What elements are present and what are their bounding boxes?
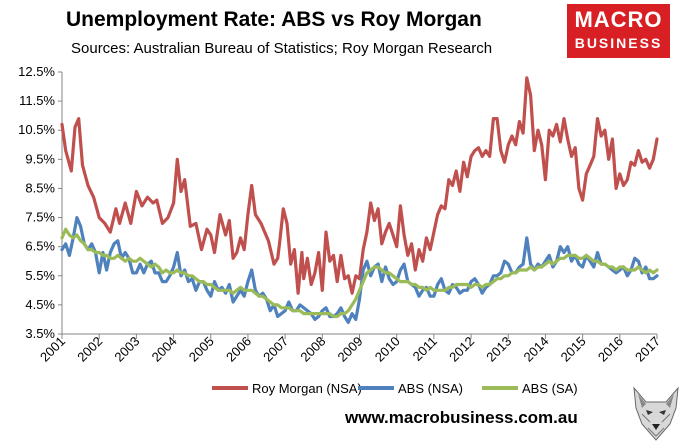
x-tick-label: 2007 xyxy=(260,334,291,365)
chart-subtitle: Sources: Australian Bureau of Statistics… xyxy=(71,40,493,57)
y-tick-label: 3.5% xyxy=(25,326,55,341)
x-tick-label: 2005 xyxy=(186,334,217,365)
legend-label: ABS (NSA) xyxy=(398,381,463,396)
x-tick-label: 2012 xyxy=(446,334,477,365)
wolf-logo-icon xyxy=(633,386,679,441)
x-tick-label: 2015 xyxy=(558,334,589,365)
legend-label: ABS (SA) xyxy=(522,381,578,396)
macrobusiness-logo: MACRO BUSINESS xyxy=(567,4,670,58)
x-tick-label: 2014 xyxy=(521,334,552,365)
chart-title: Unemployment Rate: ABS vs Roy Morgan xyxy=(66,8,482,31)
x-tick-label: 2017 xyxy=(632,334,663,365)
x-tick-label: 2009 xyxy=(335,334,366,365)
y-tick-label: 9.5% xyxy=(25,151,55,166)
x-tick-label: 2008 xyxy=(297,334,328,365)
series-line-abs-nsa xyxy=(60,216,659,324)
y-tick-label: 5.5% xyxy=(25,268,55,283)
website-url: www.macrobusiness.com.au xyxy=(345,408,578,427)
x-tick-label: 2013 xyxy=(483,334,514,365)
legend-label: Roy Morgan (NSA) xyxy=(252,381,362,396)
y-tick-label: 11.5% xyxy=(19,93,55,108)
x-tick-label: 2016 xyxy=(595,334,626,365)
x-tick-label: 2004 xyxy=(149,334,180,365)
y-tick-label: 4.5% xyxy=(25,297,55,312)
logo-line-1: MACRO xyxy=(574,7,663,32)
x-tick-label: 2011 xyxy=(410,334,440,364)
logo-line-2: BUSINESS xyxy=(574,35,663,51)
y-tick-label: 6.5% xyxy=(25,239,55,254)
series-line-abs-sa xyxy=(60,227,659,319)
y-tick-label: 10.5% xyxy=(18,122,55,137)
y-tick-label: 7.5% xyxy=(25,210,55,225)
x-tick-label: 2010 xyxy=(372,334,403,365)
x-tick-label: 2006 xyxy=(223,334,254,365)
y-tick-label: 12.5% xyxy=(18,64,55,79)
y-tick-label: 8.5% xyxy=(25,180,55,195)
x-tick-label: 2002 xyxy=(74,334,105,365)
series-line-roy-morgan-nsa xyxy=(60,76,659,295)
x-tick-label: 2003 xyxy=(111,334,142,365)
